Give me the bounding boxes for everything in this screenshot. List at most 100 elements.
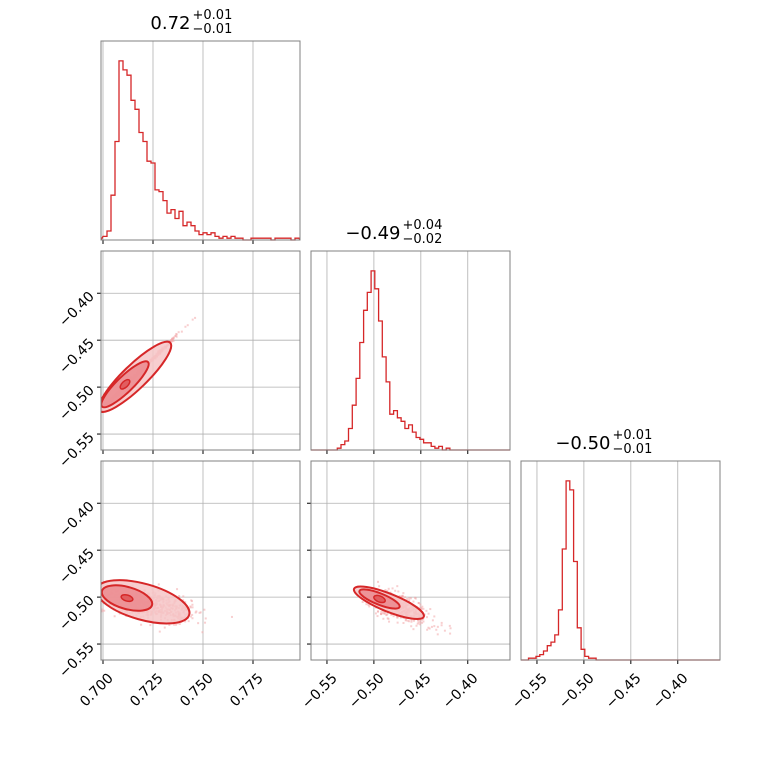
scatter-point [377,580,380,583]
panel-contents [352,580,452,636]
scatter-point [177,331,180,334]
scatter-point [404,596,407,599]
scatter-point [386,617,389,620]
scatter-point [190,600,193,603]
histogram-step [311,270,510,451]
panel-contents [101,579,233,634]
histogram-step [100,60,301,241]
scatter-point [440,621,443,624]
scatter-point [101,610,104,613]
scatter-point [191,617,194,620]
histogram-panel-2: −0.49 +0.04−0.02 [310,218,511,454]
scatter-point [191,603,194,606]
scatter-point [392,615,395,618]
scatter-point [427,612,430,615]
y-tick-label: −0.45 [56,336,98,378]
scatter-point [418,623,421,626]
scatter-point [376,615,379,618]
scatter-point [440,624,443,627]
scatter-point [195,610,198,613]
scatter-point [194,316,197,319]
x-tick-label: −0.50 [346,670,388,712]
scatter-point [448,624,451,627]
scatter-point [176,588,179,591]
scatter-point [172,336,175,339]
scatter-point [182,595,185,598]
x-tick-label: −0.40 [440,670,482,712]
scatter-point [93,417,95,419]
scatter-point [98,411,100,413]
contour-core [119,378,131,390]
x-tick-label: −0.45 [603,670,645,712]
scatter-point [198,611,201,614]
scatter-point [449,627,452,630]
scatter-point [412,628,415,631]
x-tick-label: −0.40 [650,670,692,712]
scatter-point [408,620,411,623]
scatter-point [171,337,174,340]
y-tick-label: −0.40 [56,289,98,331]
scatter-panel-1: −0.55 −0.50 −0.45 −0.40 [56,250,301,471]
histogram-panel-1: 0.72 +0.01−0.01 [100,8,301,244]
scatter-panel-3: −0.55 −0.50 −0.45 −0.40 [299,460,511,712]
scatter-point [396,621,399,624]
scatter-point [388,620,391,623]
y-tick-label: −0.50 [56,593,98,635]
panel-frame [310,250,511,451]
scatter-point [433,615,436,618]
scatter-point [184,620,187,623]
x-tick-label: −0.50 [556,670,598,712]
x-tick-label: −0.45 [393,670,435,712]
scatter-point [422,607,425,610]
scatter-point [410,625,413,628]
panel-title-value: −0.49 [345,223,400,244]
scatter-point [376,610,379,613]
scatter-point [425,609,428,612]
scatter-point [170,340,173,343]
scatter-point [398,595,401,598]
scatter-point [406,597,409,600]
scatter-point [178,622,181,625]
scatter-point [420,607,423,610]
scatter-point [428,627,431,630]
histogram-panel-3: −0.55 −0.50 −0.45 −0.40−0.50 +0.01−0.01 [509,428,721,712]
scatter-point [158,630,161,633]
scatter-point [163,626,166,629]
scatter-point [420,618,423,621]
scatter-point [175,332,178,335]
scatter-point [417,619,420,622]
scatter-point [97,412,99,414]
scatter-point [149,624,152,627]
scatter-point [386,590,389,593]
scatter-point [412,600,415,603]
scatter-point [186,324,189,327]
scatter-point [394,589,397,592]
scatter-point [384,611,387,614]
scatter-point [170,338,173,341]
scatter-point [419,603,422,606]
scatter-point [189,606,192,609]
scatter-point [191,606,194,609]
panel-title-minus: −0.01 [613,442,653,457]
scatter-point [419,621,422,624]
scatter-point [412,619,415,622]
scatter-point [399,595,402,598]
scatter-point [203,608,206,611]
scatter-point [401,595,404,598]
scatter-point [417,602,420,605]
scatter-point [113,615,116,618]
scatter-point [230,615,233,618]
scatter-point [101,608,104,611]
panel-title-plus: +0.01 [613,428,653,443]
scatter-point [384,589,387,592]
scatter-point [201,631,204,634]
scatter-point [382,617,385,620]
scatter-point [433,625,436,628]
x-tick-label: −0.55 [299,670,341,712]
scatter-point [140,623,143,626]
scatter-point [184,325,187,328]
panel-contents [93,316,197,419]
scatter-point [367,604,370,607]
scatter-point [427,626,430,629]
scatter-point [419,619,422,622]
